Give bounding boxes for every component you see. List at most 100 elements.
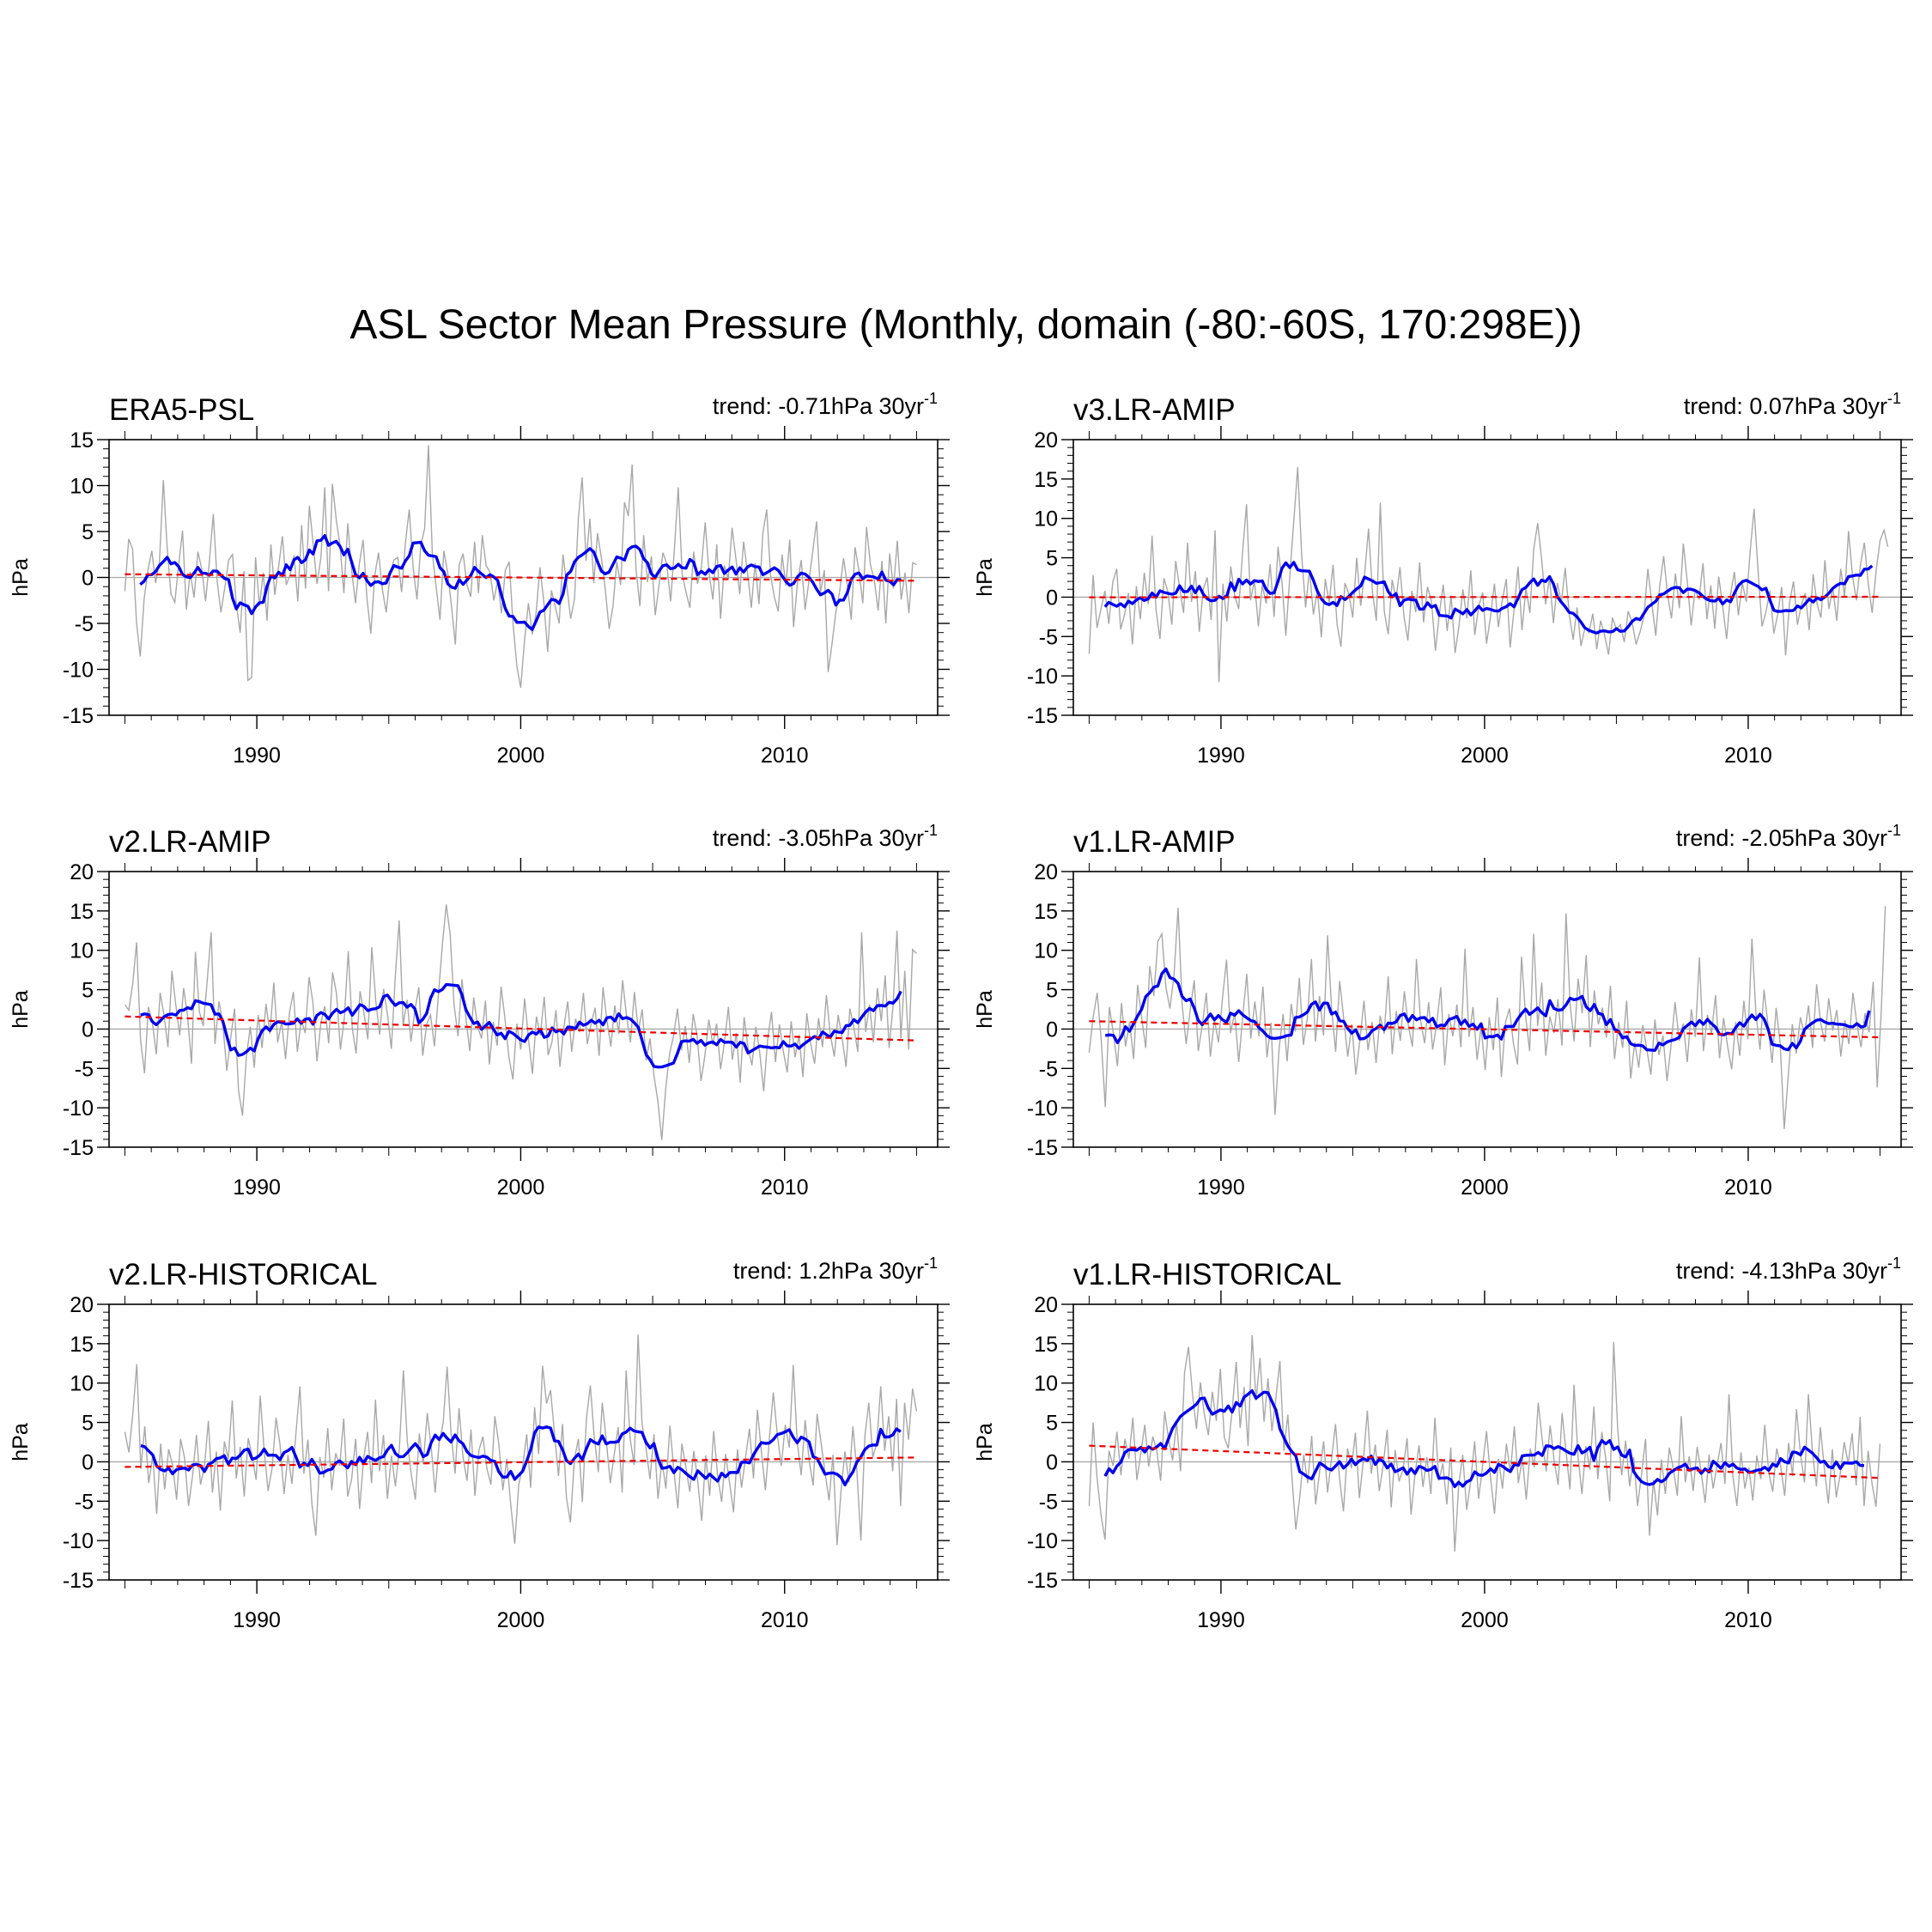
monthly-series-line xyxy=(1088,467,1889,683)
y-tick-label: -5 xyxy=(1039,1057,1058,1081)
y-tick-label: 10 xyxy=(70,475,94,499)
y-tick-label: 10 xyxy=(70,939,94,963)
trend-exponent: -1 xyxy=(1887,822,1901,839)
trend-exponent: -1 xyxy=(1887,390,1901,407)
y-tick-label: -10 xyxy=(1027,665,1058,689)
trend-value: trend: -0.71hPa 30yr xyxy=(713,393,924,419)
y-tick-label: 0 xyxy=(1046,586,1058,610)
x-tick-label: 2010 xyxy=(1724,744,1772,768)
y-tick-label: 20 xyxy=(1034,860,1058,884)
trend-line xyxy=(1089,595,1880,598)
monthly-series-line xyxy=(1088,1334,1881,1552)
x-tick-label: 2010 xyxy=(1724,1176,1772,1200)
y-axis-label: hPa xyxy=(9,990,33,1029)
panel-title: v1.LR-HISTORICAL xyxy=(1073,1258,1342,1291)
y-axis-label: hPa xyxy=(973,1423,997,1461)
trend-label: trend: -4.13hPa 30yr-1 xyxy=(1676,1255,1901,1284)
y-tick-label: 0 xyxy=(82,1450,94,1474)
x-tick-label: 2010 xyxy=(761,1608,809,1632)
y-tick-label: 15 xyxy=(1034,900,1058,924)
trend-line xyxy=(1089,1020,1880,1039)
y-tick-label: 20 xyxy=(1034,1293,1058,1317)
panel-title: ERA5-PSL xyxy=(109,393,254,427)
x-tick-label: 2010 xyxy=(1724,1608,1772,1632)
y-tick-label: 10 xyxy=(1034,939,1058,963)
y-tick-label: 5 xyxy=(1046,547,1058,571)
smoothed-series-line xyxy=(140,982,902,1069)
trend-exponent: -1 xyxy=(924,1255,938,1272)
chart-panel: v1.LR-AMIP trend: -2.05hPa 30yr-1hPa-15-1… xyxy=(973,822,1913,1200)
y-tick-label: -10 xyxy=(63,1529,94,1553)
x-tick-label: 1990 xyxy=(1197,1608,1245,1632)
smoothed-series-line xyxy=(139,534,902,631)
trend-line xyxy=(1089,1444,1880,1479)
y-tick-label: -15 xyxy=(63,704,94,728)
x-tick-label: 2010 xyxy=(761,744,809,768)
y-tick-label: -15 xyxy=(63,1136,94,1160)
y-tick-label: -5 xyxy=(75,1057,94,1081)
plot-area xyxy=(109,904,938,1140)
monthly-series-line xyxy=(1088,906,1886,1129)
smoothed-series-line xyxy=(1104,967,1871,1053)
y-tick-label: -5 xyxy=(75,1490,94,1514)
smoothed-series-line xyxy=(1103,561,1874,635)
y-tick-label: 5 xyxy=(1046,1412,1058,1436)
panel-title: v3.LR-AMIP xyxy=(1073,393,1236,427)
trend-value: trend: 0.07hPa 30yr xyxy=(1684,393,1887,419)
x-tick-label: 1990 xyxy=(233,1608,281,1632)
panel-title: v2.LR-HISTORICAL xyxy=(109,1258,378,1291)
plot-frame xyxy=(108,439,939,716)
y-axis-label: hPa xyxy=(973,990,997,1029)
panels: ERA5-PSL trend: -0.71hPa 30yr-1hPa-15-10-… xyxy=(9,390,1913,1632)
y-tick-label: 5 xyxy=(82,979,94,1003)
y-tick-label: -5 xyxy=(75,612,94,636)
trend-line xyxy=(125,1456,917,1468)
y-tick-label: 15 xyxy=(1034,1333,1058,1357)
y-tick-label: 0 xyxy=(1046,1018,1058,1042)
y-tick-label: 10 xyxy=(1034,507,1058,532)
trend-label: trend: -0.71hPa 30yr-1 xyxy=(713,390,938,419)
y-tick-label: 5 xyxy=(1046,979,1058,1003)
y-tick-label: -10 xyxy=(1027,1529,1058,1553)
y-tick-label: 20 xyxy=(70,1293,94,1317)
chart-panel: v2.LR-HISTORICAL trend: 1.2hPa 30yr-1 hPa -… xyxy=(9,1255,950,1632)
y-tick-label: 20 xyxy=(70,860,94,884)
trend-value: trend: 1.2hPa 30yr xyxy=(733,1258,924,1284)
y-tick-label: 0 xyxy=(82,567,94,591)
y-tick-label: -15 xyxy=(1027,1136,1058,1160)
figure-title: ASL Sector Mean Pressure (Monthly, domai… xyxy=(349,302,1582,348)
trend-value: trend: -4.13hPa 30yr xyxy=(1676,1258,1887,1284)
x-tick-label: 1990 xyxy=(233,744,281,768)
trend-value: trend: -2.05hPa 30yr xyxy=(1676,825,1887,851)
plot-frame xyxy=(1072,1303,1902,1581)
plot-area xyxy=(1073,1334,1901,1552)
trend-exponent: -1 xyxy=(924,822,938,839)
y-tick-label: 20 xyxy=(1034,428,1058,453)
y-tick-label: 15 xyxy=(1034,468,1058,492)
y-tick-label: -10 xyxy=(63,659,94,683)
trend-exponent: -1 xyxy=(924,390,938,407)
chart-panel: v1.LR-HISTORICAL trend: -4.13hPa 30yr-1 hP… xyxy=(973,1255,1913,1632)
panel-title: v2.LR-AMIP xyxy=(109,825,271,859)
y-tick-label: 10 xyxy=(70,1372,94,1396)
plot-area xyxy=(1073,906,1901,1129)
plot-frame xyxy=(1072,871,1902,1148)
chart-panel: v3.LR-AMIP trend: 0.07hPa 30yr-1hPa-15-10… xyxy=(973,390,1913,768)
y-tick-label: 0 xyxy=(1046,1450,1058,1474)
x-tick-label: 1990 xyxy=(233,1176,281,1200)
smoothed-series-line xyxy=(1103,1388,1864,1489)
trend-value: trend: -3.05hPa 30yr xyxy=(713,825,924,851)
monthly-series-line xyxy=(124,904,917,1140)
y-axis-label: hPa xyxy=(9,1423,33,1461)
trend-label: trend: -2.05hPa 30yr-1 xyxy=(1676,822,1901,851)
plot-frame xyxy=(108,1303,939,1581)
trend-exponent: -1 xyxy=(1887,1255,1901,1272)
y-tick-label: -15 xyxy=(1027,1569,1058,1593)
y-tick-label: -5 xyxy=(1039,625,1058,649)
y-tick-label: 0 xyxy=(82,1018,94,1042)
y-axis-label: hPa xyxy=(9,558,33,597)
y-tick-label: -10 xyxy=(63,1097,94,1121)
x-tick-label: 1990 xyxy=(1197,1176,1245,1200)
y-tick-label: -15 xyxy=(63,1569,94,1593)
